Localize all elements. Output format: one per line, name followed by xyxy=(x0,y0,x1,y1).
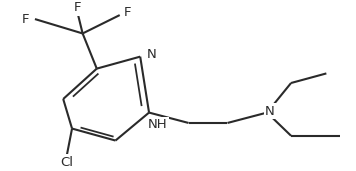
Text: NH: NH xyxy=(148,118,168,131)
Text: N: N xyxy=(147,48,156,61)
Text: F: F xyxy=(22,13,30,26)
Text: F: F xyxy=(123,6,131,19)
Text: Cl: Cl xyxy=(60,156,73,169)
Text: N: N xyxy=(265,105,275,118)
Text: F: F xyxy=(74,1,81,14)
